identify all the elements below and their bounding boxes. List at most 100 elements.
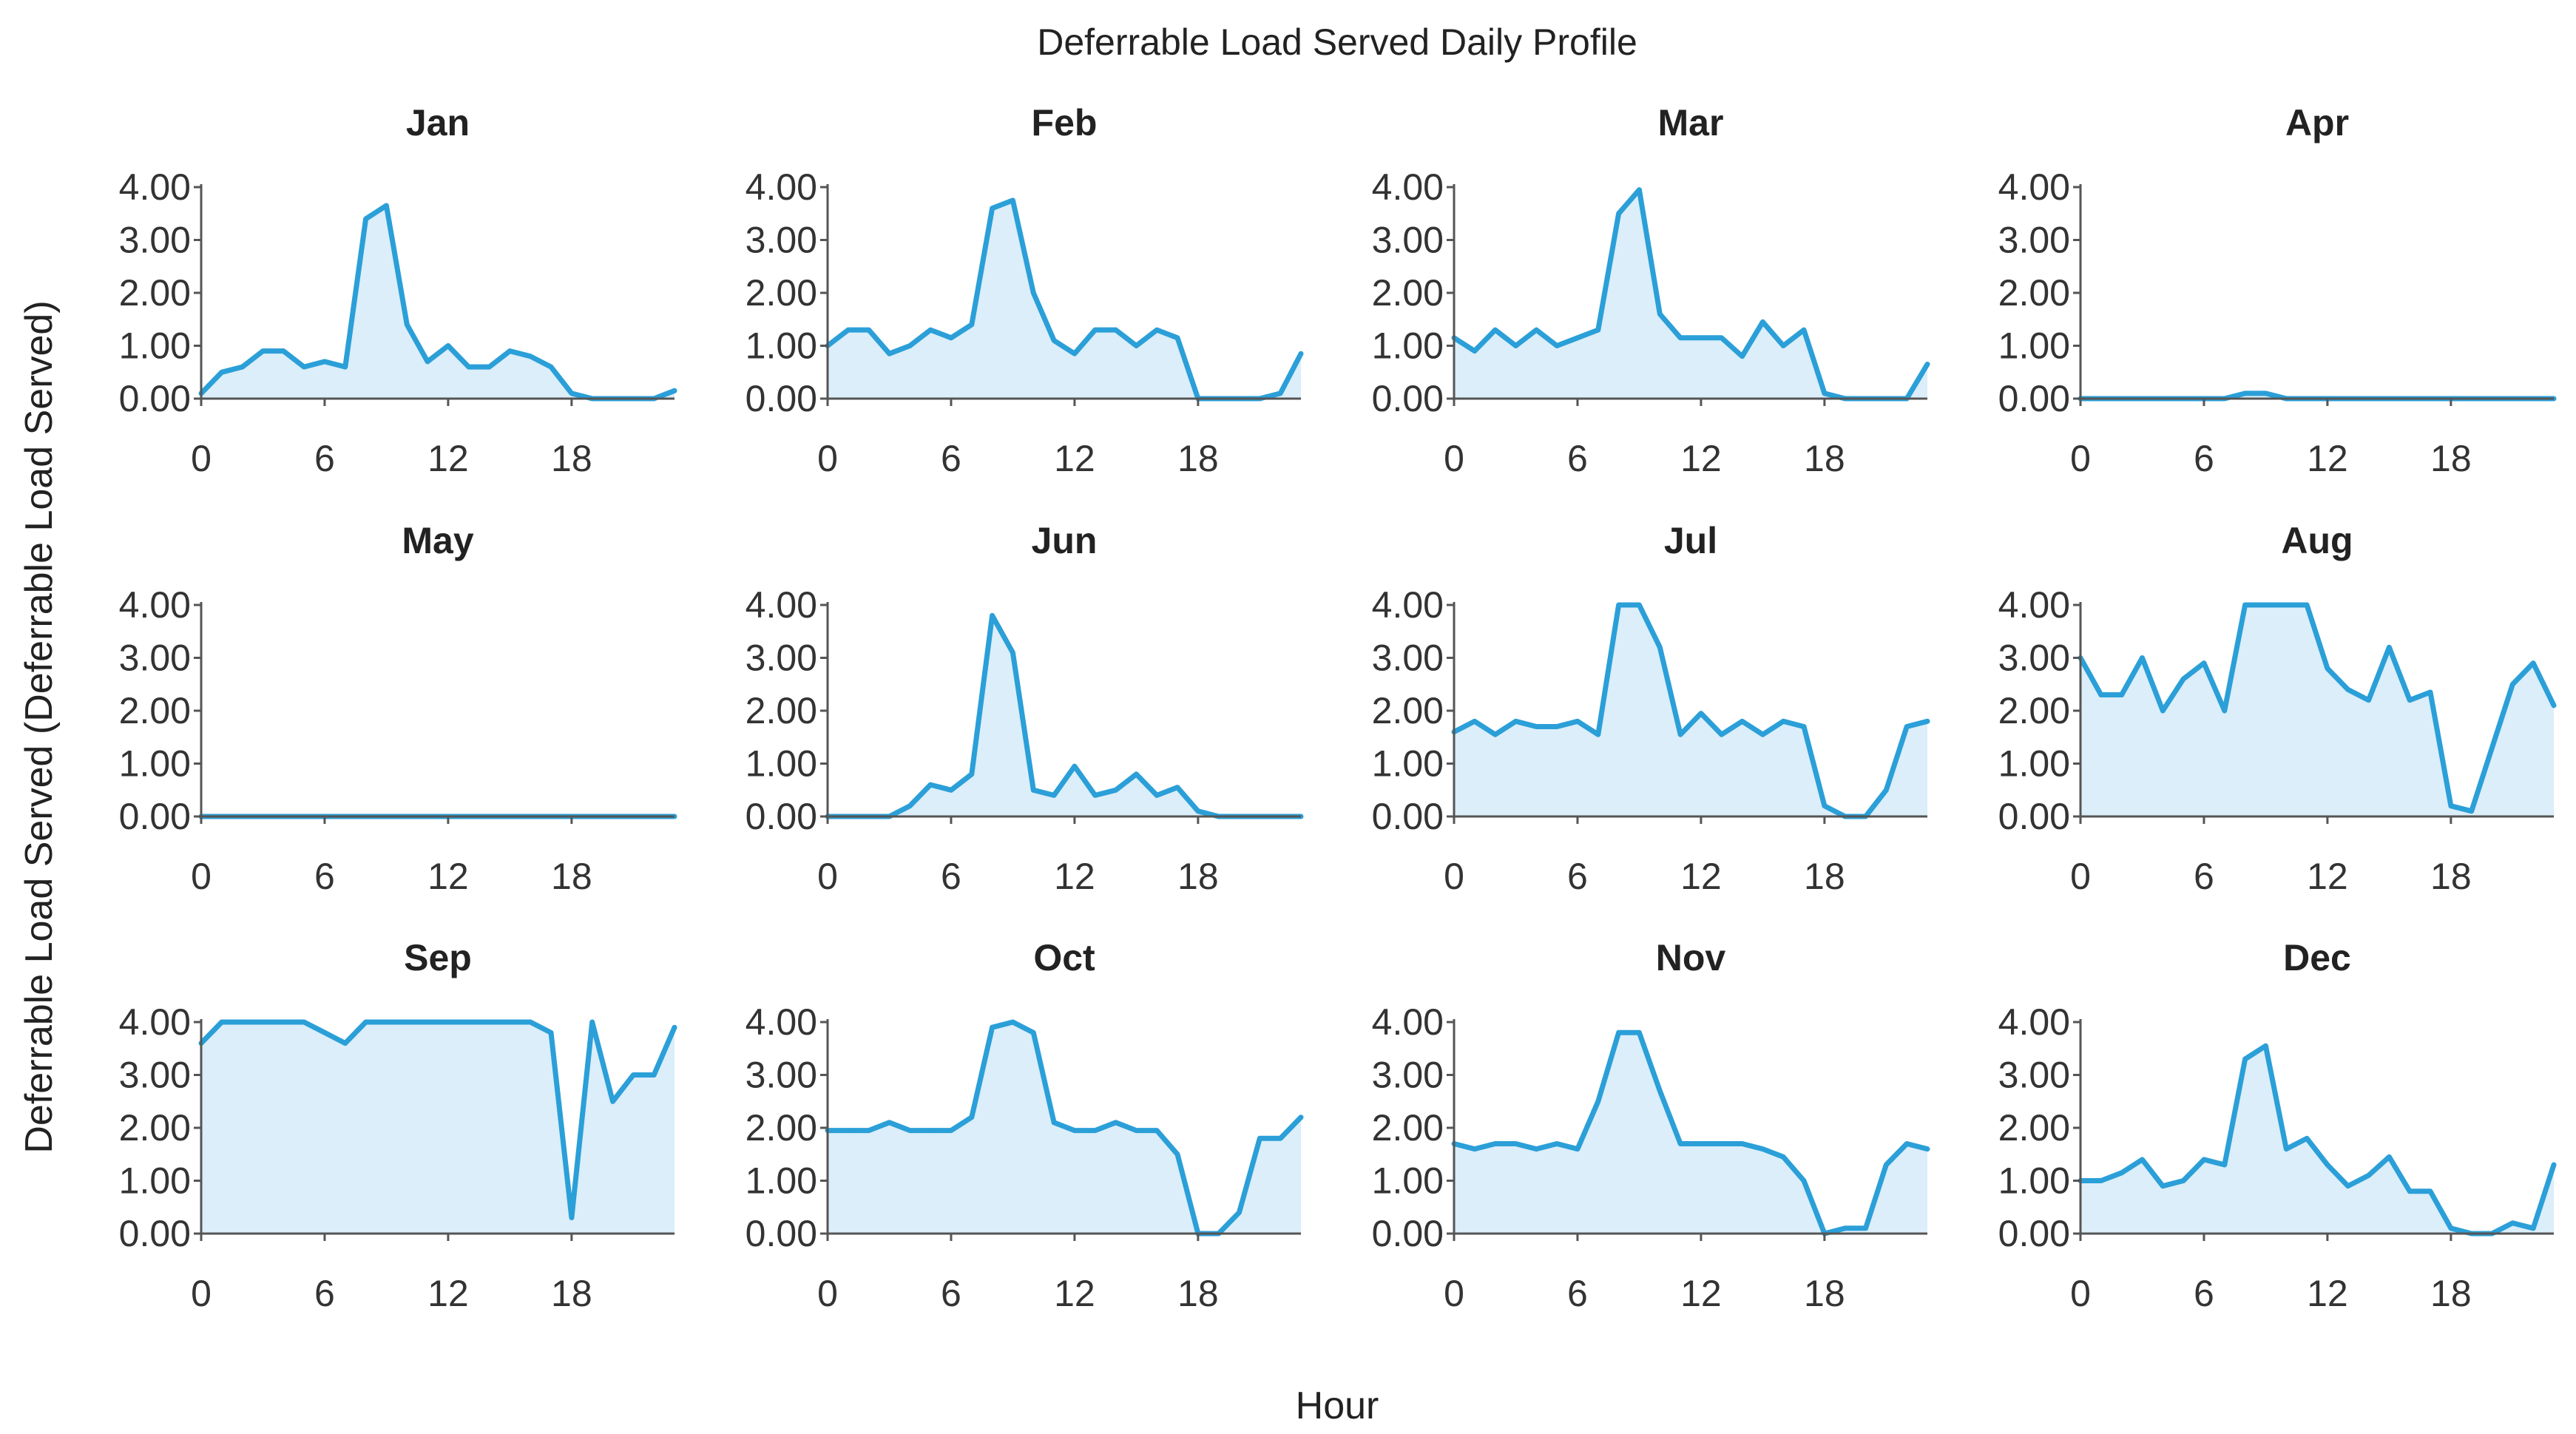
panel-feb: Feb 0.00 1.00 2.00 3.00 4.00 0 6 12 18 xyxy=(746,102,1304,479)
data-point xyxy=(2552,1163,2555,1166)
data-point xyxy=(2243,391,2247,395)
data-point xyxy=(2264,1044,2268,1048)
data-point xyxy=(550,365,552,369)
y-tick-label: 3.00 xyxy=(1372,220,1444,261)
data-point xyxy=(2346,688,2350,691)
data-point xyxy=(1822,804,1826,808)
y-tick-label: 0.00 xyxy=(1372,796,1444,837)
y-tick-label: 1.00 xyxy=(1998,743,2070,785)
data-point xyxy=(2182,677,2185,681)
x-tick-label: 0 xyxy=(191,438,212,479)
y-tick-label: 4.00 xyxy=(1372,166,1444,208)
x-tick-label: 12 xyxy=(2307,1273,2348,1314)
panel-title: Nov xyxy=(1656,937,1726,978)
data-point xyxy=(2367,698,2370,702)
data-point xyxy=(1555,344,1559,348)
x-tick-label: 0 xyxy=(191,856,212,897)
y-tick-label: 3.00 xyxy=(119,637,191,679)
y-tick-label: 2.00 xyxy=(1372,690,1444,731)
y-tick-label: 4.00 xyxy=(1372,1001,1444,1043)
data-point xyxy=(1493,733,1497,737)
y-tick-label: 1.00 xyxy=(746,1160,817,1202)
series-line xyxy=(198,1019,677,1220)
y-tick-label: 0.00 xyxy=(1372,378,1444,419)
data-point xyxy=(2243,1058,2247,1061)
series-area xyxy=(1454,1032,1927,1234)
panel-dec: Dec 0.00 1.00 2.00 3.00 4.00 0 6 12 18 xyxy=(1998,937,2557,1314)
y-tick-label: 0.00 xyxy=(1998,378,2070,419)
y-tick-label: 1.00 xyxy=(746,743,817,785)
data-point xyxy=(2408,698,2412,702)
x-tick-label: 6 xyxy=(2194,1273,2214,1314)
data-point xyxy=(1926,720,1929,723)
y-tick-label: 2.00 xyxy=(1998,272,2070,314)
data-point xyxy=(1699,1142,1703,1146)
y-tick-label: 2.00 xyxy=(119,1107,191,1149)
series-area xyxy=(1454,605,1927,816)
data-point xyxy=(1535,328,1538,332)
data-point xyxy=(261,349,265,353)
x-tick-label: 6 xyxy=(2194,856,2214,897)
data-point xyxy=(1052,794,1056,797)
data-point xyxy=(261,1021,265,1024)
y-tick-label: 4.00 xyxy=(119,584,191,626)
data-point xyxy=(1032,1031,1035,1035)
data-point xyxy=(908,1129,912,1132)
data-point xyxy=(2367,1174,2370,1177)
data-point xyxy=(1052,339,1056,342)
data-point xyxy=(446,1021,450,1024)
y-tick-label: 1.00 xyxy=(119,743,191,785)
data-point xyxy=(888,352,891,356)
data-point xyxy=(1740,720,1744,723)
data-point xyxy=(1135,772,1138,776)
chart-title: Deferrable Load Served Daily Profile xyxy=(1037,21,1637,63)
data-point xyxy=(2325,1163,2329,1166)
data-point xyxy=(1926,1147,1929,1151)
y-tick-label: 1.00 xyxy=(1372,325,1444,367)
data-point xyxy=(1637,188,1641,192)
data-point xyxy=(1864,1226,1867,1230)
panel-title: Sep xyxy=(404,937,472,978)
data-point xyxy=(1617,603,1620,606)
x-tick-label: 0 xyxy=(2070,1273,2091,1314)
data-point xyxy=(1905,1142,1909,1146)
data-point xyxy=(2203,661,2205,665)
data-point xyxy=(2222,709,2226,712)
y-tick-label: 2.00 xyxy=(1998,690,2070,731)
data-point xyxy=(508,1021,512,1024)
data-point xyxy=(487,1021,491,1024)
data-point xyxy=(2511,1221,2515,1225)
y-tick-label: 1.00 xyxy=(1998,325,2070,367)
data-point xyxy=(2325,666,2329,670)
data-point xyxy=(302,1021,306,1024)
data-point xyxy=(652,1073,656,1077)
x-tick-label: 18 xyxy=(2430,856,2472,897)
data-point xyxy=(2203,1157,2205,1161)
x-tick-label: 12 xyxy=(1680,856,1722,897)
data-point xyxy=(2243,603,2247,606)
data-point xyxy=(1782,344,1785,348)
data-point xyxy=(1679,336,1683,339)
panel-mar: Mar 0.00 1.00 2.00 3.00 4.00 0 6 12 18 xyxy=(1372,102,1930,479)
data-point xyxy=(950,788,953,792)
data-point xyxy=(1135,1129,1138,1132)
y-tick-label: 1.00 xyxy=(119,1160,191,1202)
series-line xyxy=(2078,602,2557,814)
data-point xyxy=(1176,336,1179,339)
y-tick-label: 4.00 xyxy=(746,166,817,208)
data-point xyxy=(888,1120,891,1124)
panel-title: May xyxy=(402,520,473,561)
series-area xyxy=(201,206,675,399)
data-point xyxy=(529,354,533,358)
panel-aug: Aug 0.00 1.00 2.00 3.00 4.00 0 6 12 18 xyxy=(1998,520,2557,897)
y-tick-label: 2.00 xyxy=(1998,1107,2070,1149)
data-point xyxy=(343,365,347,369)
data-point xyxy=(590,1021,594,1024)
data-point xyxy=(1114,788,1118,792)
y-tick-label: 0.00 xyxy=(1372,1213,1444,1254)
data-point xyxy=(467,1021,470,1024)
data-point xyxy=(1679,1142,1683,1146)
data-point xyxy=(990,206,994,210)
